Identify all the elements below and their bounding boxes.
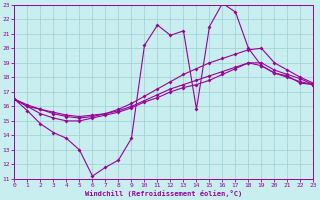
- X-axis label: Windchill (Refroidissement éolien,°C): Windchill (Refroidissement éolien,°C): [85, 190, 243, 197]
